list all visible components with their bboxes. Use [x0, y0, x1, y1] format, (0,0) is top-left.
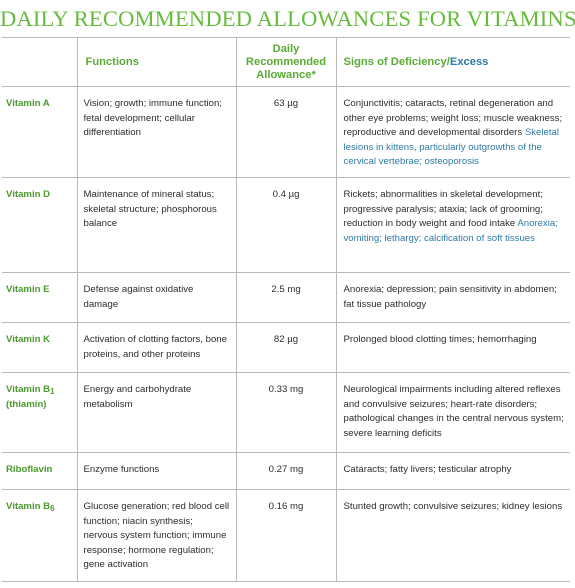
table-row: Vitamin K Activation of clotting factors…: [2, 322, 570, 373]
vitamin-name: Vitamin A: [2, 86, 78, 178]
vitamin-name-text: Riboflavin: [6, 464, 53, 475]
table-row: Vitamin D Maintenance of mineral status;…: [2, 177, 570, 273]
vitamin-name: Vitamin K: [2, 322, 78, 373]
vitamin-signs: Prolonged blood clotting times; hemorrha…: [335, 322, 570, 373]
vitamin-name: Vitamin D: [2, 177, 78, 273]
header-vitamin: [2, 37, 78, 87]
vitamin-signs: Neurological impairments including alter…: [335, 372, 570, 453]
vitamin-name-subscript: 1: [50, 387, 55, 396]
vitamin-signs: Anorexia; depression; pain sensitivity i…: [335, 272, 570, 323]
header-signs: Signs of Deficiency/Excess: [335, 37, 570, 87]
header-rda: Daily Recommended Allowance*: [235, 37, 337, 87]
vitamin-rda: 63 µg: [235, 86, 337, 178]
vitamin-name: Vitamin B1 (thiamin): [2, 372, 78, 453]
table-header-row: Functions Daily Recommended Allowance* S…: [2, 37, 570, 87]
vitamin-name-subscript: 6: [50, 504, 55, 513]
vitamin-name-text: Vitamin D: [6, 189, 51, 200]
vitamin-functions: Activation of clotting factors, bone pro…: [76, 322, 237, 373]
vitamin-functions: Energy and carbohydrate metabolism: [76, 372, 237, 453]
vitamin-rda: 0.27 mg: [235, 452, 337, 490]
header-signs-deficiency: Signs of Deficiency/: [343, 55, 450, 68]
table-row: Riboflavin Enzyme functions 0.27 mg Cata…: [2, 452, 570, 490]
vitamin-name-text: Vitamin E: [6, 284, 50, 295]
table-row: Vitamin A Vision; growth; immune functio…: [2, 86, 570, 178]
table-row: Vitamin B6 Glucose generation; red blood…: [2, 489, 570, 582]
table-row: Vitamin B1 (thiamin) Energy and carbohydr…: [2, 372, 570, 453]
vitamin-signs: Stunted growth; convulsive seizures; kid…: [335, 489, 570, 582]
deficiency-text: Cataracts; fatty livers; testicular atro…: [343, 464, 512, 475]
page-title: DAILY RECOMMENDED ALLOWANCES FOR VITAMIN…: [0, 6, 575, 31]
vitamin-name-text: Vitamin A: [6, 98, 50, 109]
header-rda-line3: Allowance*: [256, 68, 316, 81]
table-row: Vitamin E Defense against oxidative dama…: [2, 272, 570, 323]
deficiency-text: Neurological impairments including alter…: [343, 384, 564, 439]
vitamin-functions: Enzyme functions: [76, 452, 237, 490]
vitamin-rda: 0.33 mg: [235, 372, 337, 453]
vitamin-rda: 82 µg: [235, 322, 337, 373]
header-rda-line1: Daily: [272, 42, 300, 55]
vitamin-functions: Vision; growth; immune function; fetal d…: [76, 86, 237, 178]
vitamin-signs: Rickets; abnormalities in skeletal devel…: [335, 177, 570, 273]
vitamins-table: Functions Daily Recommended Allowance* S…: [2, 37, 570, 582]
vitamin-name: Vitamin B6: [2, 489, 78, 582]
deficiency-text: Prolonged blood clotting times; hemorrha…: [343, 334, 537, 345]
excess-text: Anorexia; vomiting; lethargy; calcificat…: [343, 218, 558, 244]
deficiency-text: Conjunctivitis; cataracts, retinal degen…: [343, 98, 563, 138]
vitamin-rda: 0.4 µg: [235, 177, 337, 273]
vitamin-signs: Cataracts; fatty livers; testicular atro…: [335, 452, 570, 490]
deficiency-text: Stunted growth; convulsive seizures; kid…: [343, 501, 563, 512]
deficiency-text: Rickets; abnormalities in skeletal devel…: [343, 189, 543, 229]
header-rda-line2: Recommended: [245, 55, 327, 68]
deficiency-text: Anorexia; depression; pain sensitivity i…: [343, 284, 557, 310]
vitamin-rda: 0.16 mg: [235, 489, 337, 582]
excess-text: Skeletal lesions in kittens, particularl…: [343, 127, 559, 167]
header-functions: Functions: [76, 37, 237, 87]
vitamin-name: Riboflavin: [2, 452, 78, 490]
vitamin-signs: Conjunctivitis; cataracts, retinal degen…: [335, 86, 570, 178]
vitamin-functions: Defense against oxidative damage: [76, 272, 237, 323]
vitamin-functions: Maintenance of mineral status; skeletal …: [76, 177, 237, 273]
vitamin-name-text: Vitamin B: [6, 501, 51, 512]
vitamin-name: Vitamin E: [2, 272, 78, 323]
vitamin-name-text: Vitamin B: [6, 384, 51, 395]
vitamin-name-alias: (thiamin): [6, 398, 47, 410]
vitamin-name-text: Vitamin K: [6, 334, 51, 345]
vitamin-rda: 2.5 mg: [235, 272, 337, 323]
vitamin-functions: Glucose generation; red blood cell funct…: [76, 489, 237, 582]
header-signs-excess: Excess: [449, 55, 489, 68]
